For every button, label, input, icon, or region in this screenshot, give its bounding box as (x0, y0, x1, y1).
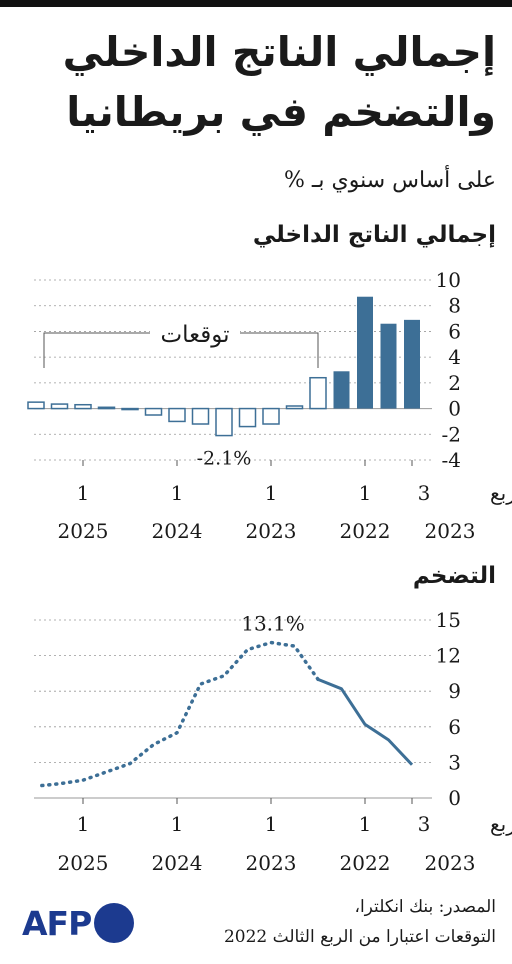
forecast-bar (262, 407, 280, 425)
x-quarter-label: 1 (265, 481, 278, 505)
y-tick-label: 10 (436, 268, 461, 292)
x-year-label: 2025 (58, 851, 109, 875)
annotation-peak: 13.1% (241, 612, 305, 636)
y-tick-label: -4 (442, 448, 461, 472)
y-tick-label: 12 (436, 644, 461, 668)
forecast-bar (215, 407, 233, 437)
forecast-bar (97, 406, 116, 410)
forecast-bar (27, 401, 45, 410)
x-year-label: 2022 (340, 851, 391, 875)
x-year-label: 2022 (340, 519, 391, 543)
x-quarter-label: 1 (359, 481, 372, 505)
forecast-label-bg (150, 317, 240, 347)
forecast-bar (50, 403, 69, 410)
x-quarter-label: 3 (418, 812, 431, 836)
bar (357, 296, 373, 409)
y-tick-label: 2 (448, 371, 461, 395)
afp-logo: AFP (22, 903, 135, 943)
x-quarter-prefix: الربع (490, 812, 512, 836)
inflation-line-chart: 1512963031111الربع2023202220232024202513… (34, 608, 512, 875)
annotation-min: -2.1% (197, 448, 252, 470)
series-line-actual (317, 677, 414, 766)
x-year-label: 2025 (58, 519, 109, 543)
forecast-bar (285, 405, 304, 410)
x-year-label: 2023 (246, 519, 297, 543)
bar (380, 323, 397, 409)
x-quarter-label: 1 (171, 481, 184, 505)
forecast-bar (191, 407, 210, 425)
x-quarter-label: 1 (77, 481, 90, 505)
y-tick-label: 0 (448, 786, 461, 810)
forecast-bar (74, 403, 92, 410)
afp-logo-text: AFP (22, 903, 92, 943)
top-bar (0, 0, 512, 7)
x-year-label: 2024 (152, 519, 203, 543)
forecast-label: توقعات (160, 322, 229, 348)
y-tick-label: 0 (448, 397, 461, 421)
x-year-label: 2023 (246, 851, 297, 875)
afp-logo-dot (94, 903, 135, 943)
y-tick-label: 8 (448, 294, 461, 318)
x-year-label: 2023 (425, 519, 476, 543)
gdp-section-title: إجمالي الناتج الداخلي (252, 222, 496, 248)
x-quarter-label: 1 (171, 812, 184, 836)
forecast-bar (144, 407, 163, 416)
forecast-bar (121, 407, 139, 411)
y-tick-label: 9 (448, 679, 461, 703)
bar (333, 371, 350, 409)
page-title: إجمالي الناتج الداخلي والتضخم في بريطاني… (26, 22, 496, 142)
y-tick-label: 15 (436, 608, 461, 632)
forecast-bar (309, 376, 327, 410)
y-tick-label: 6 (448, 715, 461, 739)
y-tick-label: 3 (448, 750, 461, 774)
y-tick-label: 4 (448, 345, 461, 369)
source-line-2: التوقعات اعتبارا من الربع الثالث 2022 (223, 927, 496, 947)
source-line-1: المصدر: بنك انكلترا، (354, 897, 496, 917)
forecast-bar (238, 407, 257, 428)
x-quarter-label: 1 (265, 812, 278, 836)
title-line-2: والتضخم في بريطانيا (66, 88, 496, 136)
x-quarter-label: 3 (418, 481, 431, 505)
source-note: المصدر: بنك انكلترا، التوقعات اعتبارا من… (224, 892, 496, 952)
x-quarter-label: 1 (359, 812, 372, 836)
subtitle: على أساس سنوي بـ % (284, 168, 496, 193)
inflation-section-title: التضخم (412, 563, 496, 589)
bar (404, 319, 420, 409)
x-quarter-label: 1 (77, 812, 90, 836)
y-tick-label: 6 (448, 319, 461, 343)
x-year-label: 2023 (425, 851, 476, 875)
title-line-1: إجمالي الناتج الداخلي (62, 28, 496, 76)
series-line-forecast (34, 640, 320, 788)
x-quarter-prefix: الربع (490, 481, 512, 505)
x-year-label: 2024 (152, 851, 203, 875)
forecast-bar (168, 407, 186, 423)
y-tick-label: -2 (442, 422, 461, 446)
